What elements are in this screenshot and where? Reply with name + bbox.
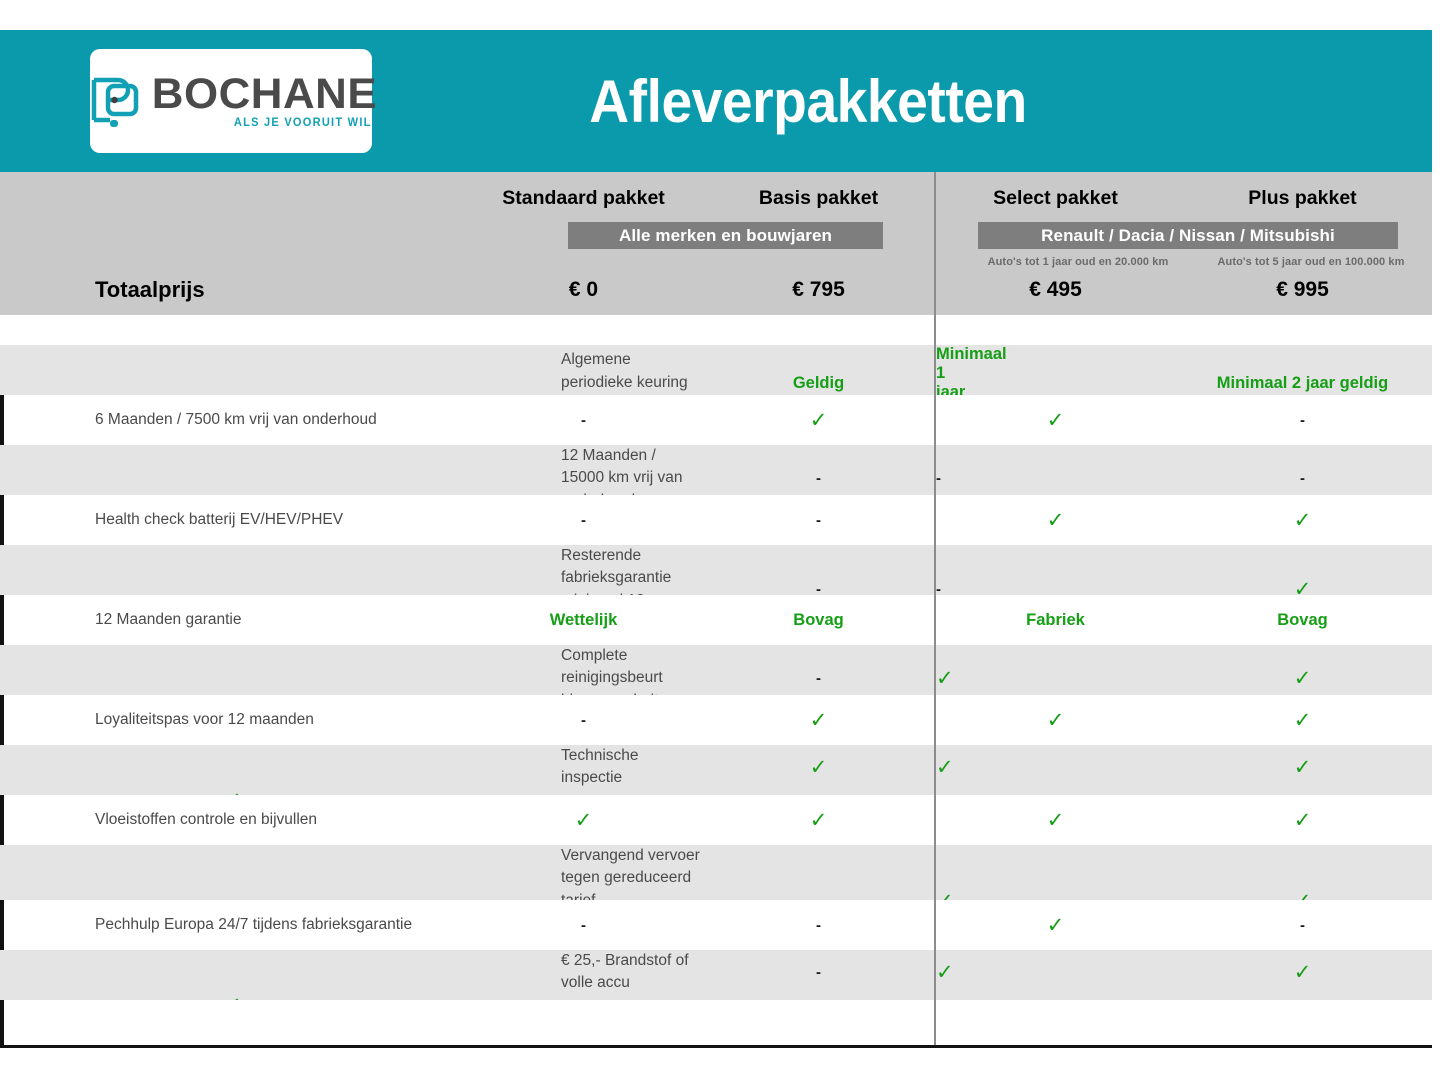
sub-note-plus: Auto's tot 5 jaar oud en 100.000 km bbox=[1217, 256, 1405, 268]
cell-standaard: - bbox=[816, 470, 821, 488]
cell-basis: - bbox=[816, 916, 821, 934]
package-price-standaard: € 0 bbox=[568, 278, 599, 301]
cell-standaard: - bbox=[581, 411, 586, 429]
cell-standaard: - bbox=[581, 711, 586, 729]
cell-select: - bbox=[1300, 470, 1305, 488]
cell-select: ✓ bbox=[1046, 508, 1065, 532]
cell-basis: ✓ bbox=[936, 960, 954, 984]
cell-standaard: Geldig bbox=[792, 373, 845, 392]
row-label: Pechhulp Europa 24/7 tijdens fabrieksgar… bbox=[95, 915, 413, 933]
cell-select: Fabriek bbox=[1026, 610, 1085, 629]
row-label: € 25,- Brandstof of volle accu bbox=[561, 952, 689, 992]
table-row: € 25,- Brandstof of volle accu-✓✓✓ bbox=[0, 950, 1432, 1016]
table-row: Vloeistoffen controle en bijvullen ✓ ✓ ✓ ✓ bbox=[0, 795, 1432, 845]
cell-plus: Bovag bbox=[1277, 610, 1328, 629]
table-row: 6 Maanden / 7500 km vrij van onderhoud - ✓… bbox=[0, 395, 1432, 445]
cell-standaard: ✓ bbox=[809, 755, 828, 779]
cell-standaard: - bbox=[581, 511, 586, 529]
cell-basis: ✓ bbox=[809, 408, 828, 432]
table-row: Loyaliteitspas voor 12 maanden - ✓ ✓ ✓ bbox=[0, 695, 1432, 745]
cell-basis: ✓ bbox=[809, 708, 828, 732]
bochane-logo: BOCHANE ALS JE VOORUIT WIL bbox=[88, 49, 376, 153]
bochane-b-icon bbox=[88, 72, 144, 130]
table-row: Health check batterij EV/HEV/PHEV - - ✓ ✓ bbox=[0, 495, 1432, 545]
logo-tagline: ALS JE VOORUIT WIL bbox=[233, 116, 372, 129]
row-label: Technische inspectie bbox=[561, 747, 639, 787]
table-bottom-border bbox=[0, 1045, 1432, 1048]
cell-select: ✓ bbox=[1293, 755, 1312, 779]
page-title: Afleverpakketten bbox=[589, 67, 1027, 135]
cell-plus: - bbox=[1300, 916, 1305, 934]
cell-basis: ✓ bbox=[936, 667, 954, 691]
cell-standaard: Wettelijk bbox=[549, 610, 618, 629]
table-row: 12 Maanden / 15000 km vrij van onderhoud… bbox=[0, 445, 1432, 533]
table-row: Technische inspectie✓✓✓✓ bbox=[0, 745, 1432, 811]
cell-plus: ✓ bbox=[1293, 808, 1312, 832]
package-price-plus: € 995 bbox=[1276, 278, 1329, 301]
header-cell-select: Select pakket € 495 bbox=[938, 172, 1173, 315]
row-label: Health check batterij EV/HEV/PHEV bbox=[95, 510, 344, 528]
package-price-select: € 495 bbox=[1029, 278, 1082, 301]
package-name-plus: Plus pakket bbox=[1248, 187, 1357, 209]
table-row: Resterende fabrieksgarantie minimaal 12 … bbox=[0, 545, 1432, 652]
cell-basis: - bbox=[936, 470, 941, 488]
table-row: Complete reinigingsbeurt binnen en buite… bbox=[0, 645, 1432, 733]
cell-standaard: - bbox=[816, 670, 821, 688]
cell-basis: - bbox=[816, 511, 821, 529]
table-header: Totaalprijs Standaard pakket € 0 Basis p… bbox=[0, 172, 1432, 315]
cell-basis: ✓ bbox=[809, 808, 828, 832]
sub-note-select: Auto's tot 1 jaar oud en 20.000 km bbox=[987, 256, 1169, 268]
cell-select: ✓ bbox=[1046, 408, 1065, 432]
table-row: Vervangend vervoer tegen gereduceerd tar… bbox=[0, 845, 1432, 978]
column-group-divider bbox=[934, 172, 936, 1047]
logo-wordmark: BOCHANE bbox=[151, 69, 377, 118]
cell-select: Minimaal 2 jaar geldig bbox=[1216, 373, 1389, 392]
header-cell-plus: Plus pakket € 995 bbox=[1173, 172, 1432, 315]
packages-comparison-table: Totaalprijs Standaard pakket € 0 Basis p… bbox=[0, 172, 1432, 1045]
cell-standaard: - bbox=[816, 963, 821, 981]
package-name-select: Select pakket bbox=[993, 187, 1118, 209]
row-label: Vloeistoffen controle en bijvullen bbox=[95, 810, 318, 828]
cell-select: ✓ bbox=[1046, 808, 1065, 832]
cell-basis: ✓ bbox=[936, 755, 954, 779]
package-name-standaard: Standaard pakket bbox=[502, 187, 665, 209]
table-spacer-row bbox=[0, 315, 1432, 345]
cell-select: ✓ bbox=[1046, 913, 1065, 937]
table-end-row bbox=[0, 1000, 1432, 1045]
header-banner: Afleverpakketten BOCHANE ALS JE VOORUIT … bbox=[0, 30, 1432, 172]
cell-standaard: - bbox=[816, 581, 821, 599]
header-cell-standaard: Standaard pakket € 0 bbox=[466, 172, 701, 315]
cell-plus: ✓ bbox=[1293, 508, 1312, 532]
group-bar-renault-group: Renault / Dacia / Nissan / Mitsubishi bbox=[978, 222, 1398, 249]
table-row: 12 Maanden garantie Wettelijk Bovag Fabriek… bbox=[0, 595, 1432, 645]
group-bar-all-brands: Alle merken en bouwjaren bbox=[568, 222, 883, 249]
cell-select: ✓ bbox=[1293, 960, 1312, 984]
cell-basis: Bovag bbox=[793, 610, 844, 629]
total-price-label: Totaalprijs bbox=[95, 277, 205, 302]
table-row: Pechhulp Europa 24/7 tijdens fabrieksgar… bbox=[0, 900, 1432, 950]
cell-select: ✓ bbox=[1293, 667, 1312, 691]
header-cell-label: Totaalprijs bbox=[0, 172, 466, 315]
table-body: Algemene periodieke keuring (APK)GeldigM… bbox=[0, 345, 1432, 1016]
row-label: 6 Maanden / 7500 km vrij van onderhoud bbox=[95, 410, 377, 428]
cell-plus: - bbox=[1300, 411, 1305, 429]
cell-standaard: - bbox=[581, 916, 586, 934]
cell-plus: ✓ bbox=[1293, 708, 1312, 732]
row-label: Loyaliteitspas voor 12 maanden bbox=[95, 710, 314, 728]
cell-select: ✓ bbox=[1046, 708, 1065, 732]
package-price-basis: € 795 bbox=[792, 278, 845, 301]
table-row: Algemene periodieke keuring (APK)GeldigM… bbox=[0, 345, 1432, 439]
package-name-basis: Basis pakket bbox=[758, 187, 879, 209]
right-gutter bbox=[1432, 172, 1440, 1048]
header-cell-basis: Basis pakket € 795 bbox=[701, 172, 936, 315]
row-label: 12 Maanden garantie bbox=[95, 610, 242, 628]
cell-standaard: ✓ bbox=[574, 808, 593, 832]
cell-basis: - bbox=[936, 581, 941, 599]
